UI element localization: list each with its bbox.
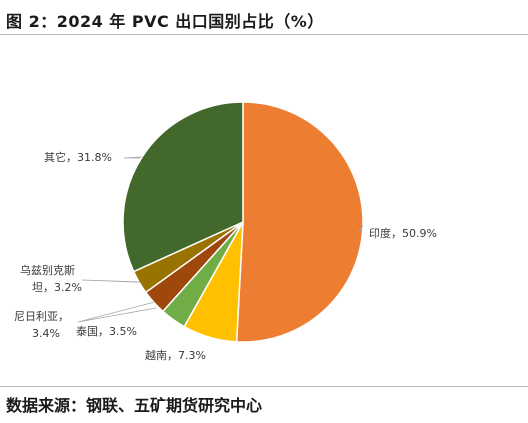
leader-line [81, 279, 141, 283]
slice-data-label: 乌兹别克斯 [20, 263, 75, 277]
slice-data-label: 3.4% [32, 327, 60, 340]
slice-data-label: 泰国，3.5% [76, 324, 137, 338]
slice-data-label: 印度，50.9% [369, 226, 437, 240]
leader-line [357, 224, 364, 234]
slice-data-label: 尼日利亚， [14, 310, 69, 323]
figure-title: 图 2：2024 年 PVC 出口国别占比（%） [6, 12, 324, 31]
pie-slice [235, 101, 364, 343]
pie-slice [122, 101, 244, 273]
title-divider [0, 34, 528, 35]
leader-line [77, 301, 157, 323]
slice-data-label: 坦，3.2% [32, 280, 82, 294]
slice-data-label: 其它，31.8% [44, 150, 112, 164]
leader-line [123, 156, 143, 159]
slice-data-label: 越南，7.3% [145, 348, 206, 362]
pie-chart-svg: 印度，50.9% 越南，7.3% 泰国，3.5% 尼日利亚， 3.4% 乌兹别克斯坦，3.… [14, 101, 437, 362]
pie-chart: 印度，50.9% 越南，7.3% 泰国，3.5% 尼日利亚， 3.4% 乌兹别克斯坦，3.… [0, 36, 528, 376]
data-source: 数据来源：钢联、五矿期货研究中心 [6, 396, 263, 415]
source-divider [0, 386, 528, 387]
